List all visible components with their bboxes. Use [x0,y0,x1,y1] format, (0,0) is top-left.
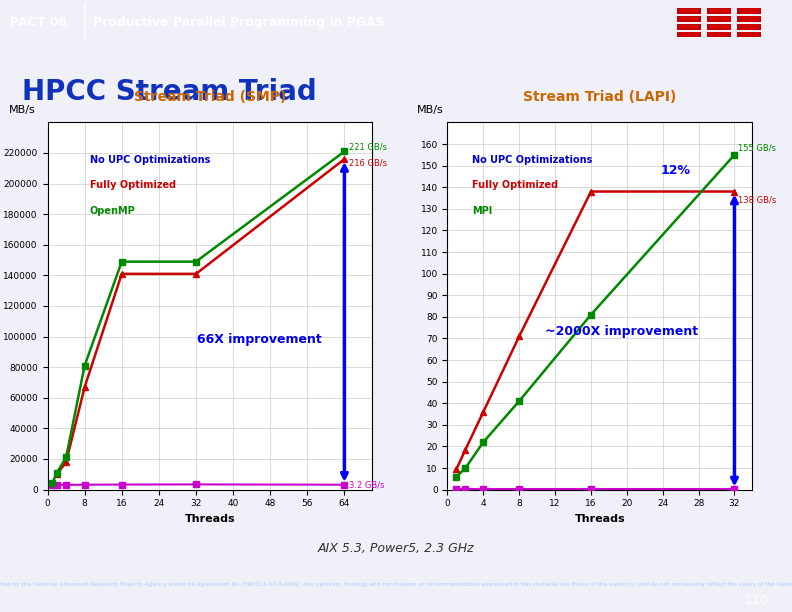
X-axis label: Threads: Threads [185,514,235,524]
Text: 3.2 GB/s: 3.2 GB/s [349,480,385,490]
Text: 221 GB/s: 221 GB/s [349,143,387,152]
Bar [677,16,701,21]
Text: Productive Parallel Programming in PGAS: Productive Parallel Programming in PGAS [93,15,386,29]
Text: No UPC Optimizations: No UPC Optimizations [472,155,592,165]
Bar [737,24,761,29]
Text: 155 GB/s: 155 GB/s [738,143,776,152]
Bar [677,24,701,29]
Text: 138 GB/s: 138 GB/s [738,195,776,204]
Bar [737,8,761,13]
Text: OpenMP: OpenMP [89,206,135,216]
Bar [677,32,701,37]
Text: 66X improvement: 66X improvement [197,333,322,346]
Bar [707,16,731,21]
X-axis label: Threads: Threads [575,514,625,524]
Text: Fully Optimized: Fully Optimized [89,181,176,190]
Text: Fully Optimized: Fully Optimized [472,181,558,190]
Text: This material is based upon work supported by the Defense Advanced Research Proj: This material is based upon work support… [0,582,792,587]
Text: 110: 110 [744,594,768,608]
Bar [737,16,761,21]
Text: AIX 5.3, Power5, 2.3 GHz: AIX 5.3, Power5, 2.3 GHz [318,542,474,554]
Text: MB/s: MB/s [9,105,36,115]
Text: Stream Triad (LAPI): Stream Triad (LAPI) [524,90,676,104]
Text: PACT 08: PACT 08 [10,15,67,29]
Text: MPI: MPI [472,206,492,216]
Text: HPCC Stream Triad: HPCC Stream Triad [22,78,317,106]
Text: ~2000X improvement: ~2000X improvement [545,326,699,338]
Text: 216 GB/s: 216 GB/s [349,159,387,167]
Bar [677,8,701,13]
Text: Stream Triad (SMP): Stream Triad (SMP) [134,90,286,104]
Bar [737,32,761,37]
Bar [707,8,731,13]
Bar [707,24,731,29]
Text: No UPC Optimizations: No UPC Optimizations [89,155,210,165]
Bar [707,32,731,37]
Text: 12%: 12% [661,164,691,177]
Text: MB/s: MB/s [417,105,444,115]
